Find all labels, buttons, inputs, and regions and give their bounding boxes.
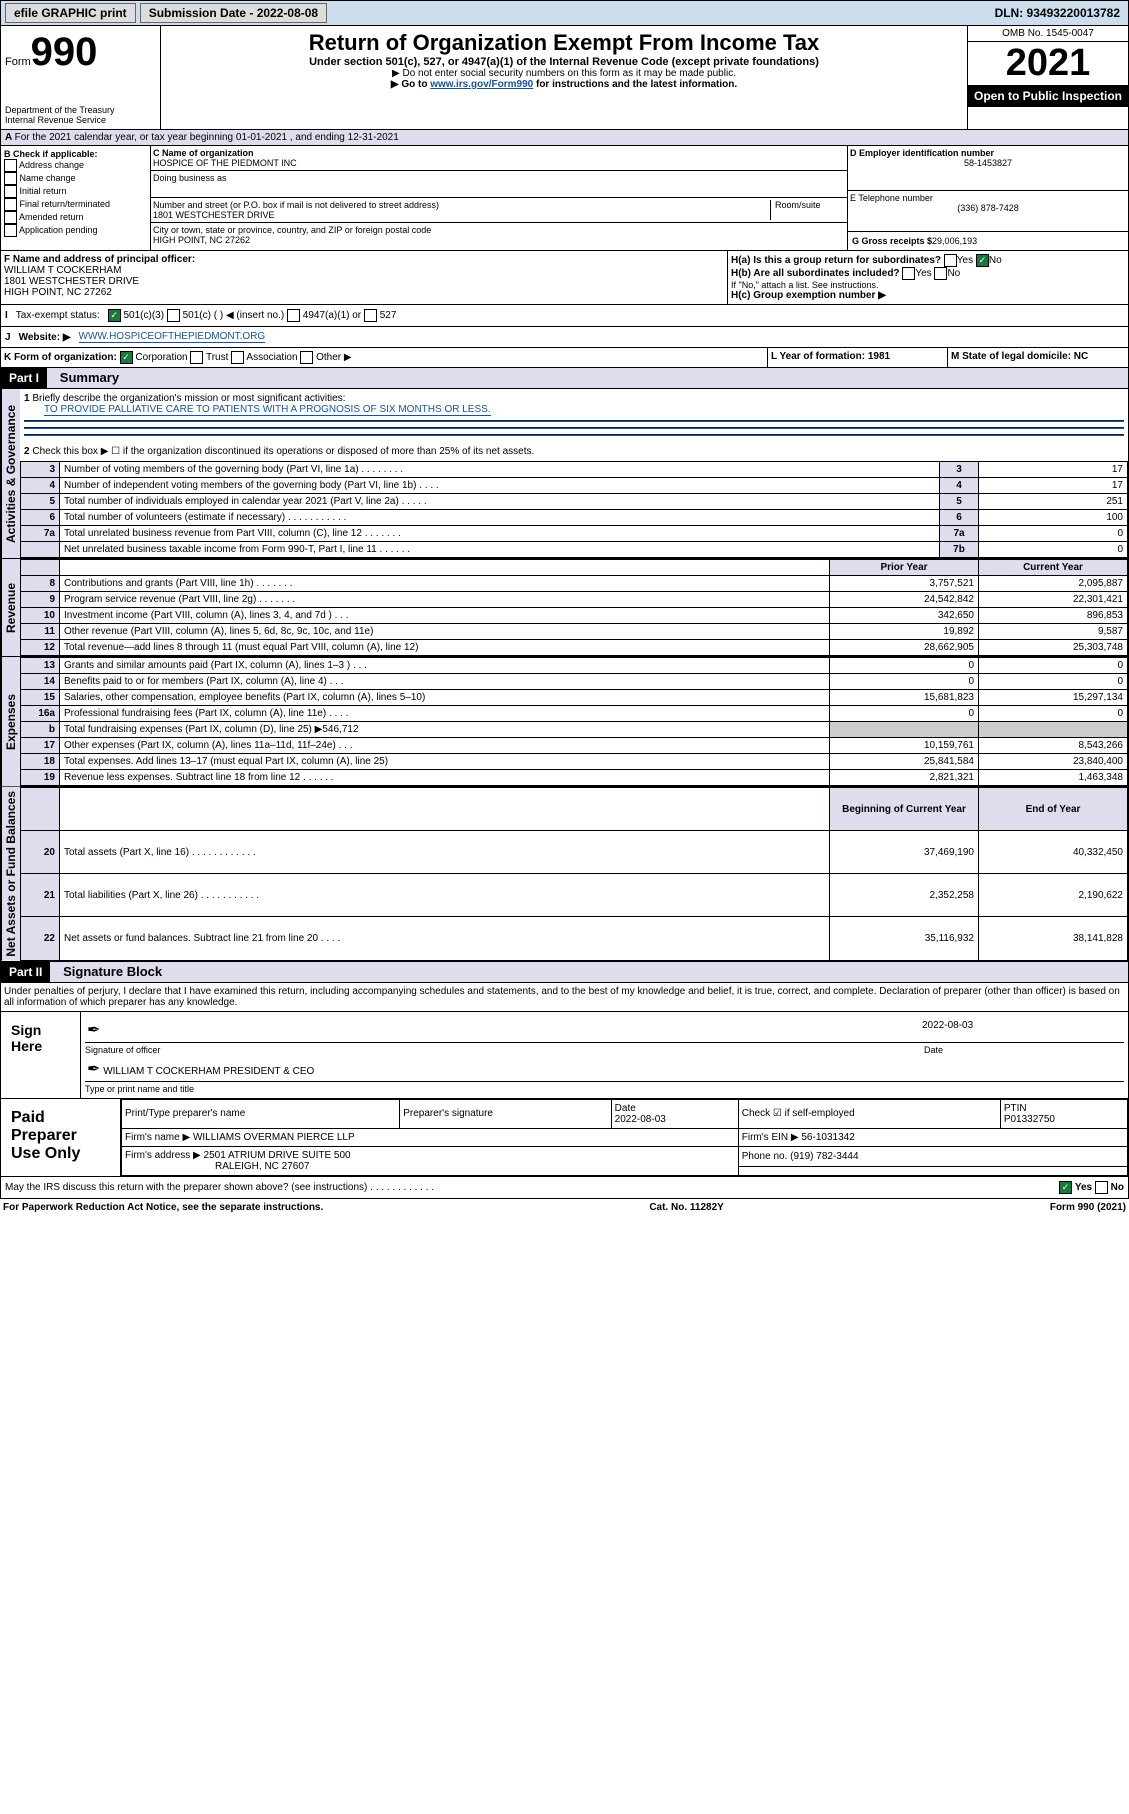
- b-checkbox[interactable]: [4, 159, 17, 172]
- open-public-badge: Open to Public Inspection: [968, 85, 1128, 107]
- irs-label: Internal Revenue Service: [5, 115, 156, 125]
- line-j: J Website: ▶ WWW.HOSPICEOFTHEPIEDMONT.OR…: [0, 327, 1129, 348]
- summary-governance: Activities & Governance 1 Briefly descri…: [0, 389, 1129, 559]
- part2-header: Part II Signature Block: [0, 962, 1129, 983]
- irs-no-checkbox[interactable]: [1095, 1181, 1108, 1194]
- box-b: B Check if applicable: Address change Na…: [1, 146, 151, 250]
- topbar: efile GRAPHIC print Submission Date - 20…: [0, 0, 1129, 26]
- sign-here-block: Sign Here ✒2022-08-03 Signature of offic…: [0, 1012, 1129, 1099]
- line-a: A For the 2021 calendar year, or tax yea…: [0, 130, 1129, 146]
- k-checkbox[interactable]: ✓: [120, 351, 133, 364]
- note-link: ▶ Go to www.irs.gov/Form990 for instruct…: [165, 79, 963, 90]
- form-subtitle: Under section 501(c), 527, or 4947(a)(1)…: [165, 56, 963, 68]
- org-name: HOSPICE OF THE PIEDMONT INC: [153, 158, 297, 168]
- sign-date: 2022-08-03: [920, 1018, 1124, 1043]
- form-header: Form990 Department of the Treasury Inter…: [0, 26, 1129, 130]
- ha-yes-checkbox[interactable]: [944, 254, 957, 267]
- summary-net: Net Assets or Fund Balances Beginning of…: [0, 787, 1129, 962]
- summary-expenses: Expenses 13Grants and similar amounts pa…: [0, 657, 1129, 787]
- officer-sign-name: WILLIAM T COCKERHAM PRESIDENT & CEO: [103, 1066, 314, 1077]
- i-checkbox[interactable]: [287, 309, 300, 322]
- phone: (336) 878-7428: [850, 203, 1126, 213]
- firm-address: 2501 ATRIUM DRIVE SUITE 500: [204, 1150, 351, 1161]
- efile-button[interactable]: efile GRAPHIC print: [5, 3, 136, 23]
- line-klm: K Form of organization: ✓ Corporation Tr…: [0, 348, 1129, 368]
- hb-no-checkbox[interactable]: [934, 267, 947, 280]
- part1-header: Part I Summary: [0, 368, 1129, 389]
- ptin: P01332750: [1004, 1114, 1055, 1125]
- form-number: 990: [31, 30, 98, 74]
- org-city: HIGH POINT, NC 27262: [153, 235, 250, 245]
- org-address: 1801 WESTCHESTER DRIVE: [153, 210, 275, 220]
- note-ssn: ▶ Do not enter social security numbers o…: [165, 68, 963, 79]
- revenue-label: Revenue: [1, 559, 20, 656]
- penalty-text: Under penalties of perjury, I declare th…: [0, 983, 1129, 1012]
- k-checkbox[interactable]: [300, 351, 313, 364]
- governance-label: Activities & Governance: [1, 389, 20, 558]
- mission-text: TO PROVIDE PALLIATIVE CARE TO PATIENTS W…: [44, 404, 491, 416]
- b-checkbox[interactable]: [4, 224, 17, 237]
- website-link[interactable]: WWW.HOSPICEOFTHEPIEDMONT.ORG: [79, 331, 266, 343]
- form-prefix: Form: [5, 56, 31, 68]
- ha-no-checkbox[interactable]: ✓: [976, 254, 989, 267]
- section-fh: F Name and address of principal officer:…: [0, 251, 1129, 305]
- gross-receipts: 29,006,193: [932, 236, 977, 246]
- i-checkbox[interactable]: [364, 309, 377, 322]
- ein: 58-1453827: [850, 158, 1126, 168]
- cat-no: Cat. No. 11282Y: [649, 1202, 723, 1213]
- i-checkbox[interactable]: [167, 309, 180, 322]
- i-checkbox[interactable]: ✓: [108, 309, 121, 322]
- dln-label: DLN: 93493220013782: [995, 6, 1126, 20]
- officer-name: WILLIAM T COCKERHAM: [4, 265, 121, 276]
- irs-link[interactable]: www.irs.gov/Form990: [430, 79, 533, 90]
- box-c: C Name of organizationHOSPICE OF THE PIE…: [151, 146, 848, 250]
- b-checkbox[interactable]: [4, 198, 17, 211]
- dept-label: Department of the Treasury: [5, 105, 156, 115]
- k-checkbox[interactable]: [190, 351, 203, 364]
- line-i: ITax-exempt status: ✓ 501(c)(3) 501(c) (…: [0, 305, 1129, 327]
- firm-name: WILLIAMS OVERMAN PIERCE LLP: [193, 1132, 355, 1143]
- k-checkbox[interactable]: [231, 351, 244, 364]
- form-title: Return of Organization Exempt From Incom…: [165, 30, 963, 56]
- tax-year: 2021: [968, 42, 1128, 85]
- hb-yes-checkbox[interactable]: [902, 267, 915, 280]
- irs-discuss-row: May the IRS discuss this return with the…: [0, 1177, 1129, 1199]
- omb-number: OMB No. 1545-0047: [968, 26, 1128, 42]
- sign-here-label: Sign Here: [1, 1012, 81, 1098]
- box-deg: D Employer identification number58-14538…: [848, 146, 1128, 250]
- net-label: Net Assets or Fund Balances: [1, 787, 20, 961]
- info-section: B Check if applicable: Address change Na…: [0, 146, 1129, 251]
- preparer-block: Paid Preparer Use Only Print/Type prepar…: [0, 1099, 1129, 1177]
- form-version: Form 990 (2021): [1050, 1202, 1126, 1213]
- year-formation: L Year of formation: 1981: [771, 351, 890, 362]
- footer: For Paperwork Reduction Act Notice, see …: [0, 1199, 1129, 1216]
- b-checkbox[interactable]: [4, 185, 17, 198]
- preparer-label: Paid Preparer Use Only: [1, 1099, 121, 1176]
- firm-ein: 56-1031342: [801, 1132, 854, 1143]
- state-domicile: M State of legal domicile: NC: [951, 351, 1088, 362]
- firm-phone: (919) 782-3444: [790, 1151, 858, 1162]
- irs-yes-checkbox[interactable]: ✓: [1059, 1181, 1072, 1194]
- summary-revenue: Revenue Prior YearCurrent Year8Contribut…: [0, 559, 1129, 657]
- preparer-date: 2022-08-03: [615, 1114, 666, 1125]
- b-checkbox[interactable]: [4, 211, 17, 224]
- expenses-label: Expenses: [1, 657, 20, 786]
- b-checkbox[interactable]: [4, 172, 17, 185]
- submission-date-button[interactable]: Submission Date - 2022-08-08: [140, 3, 327, 23]
